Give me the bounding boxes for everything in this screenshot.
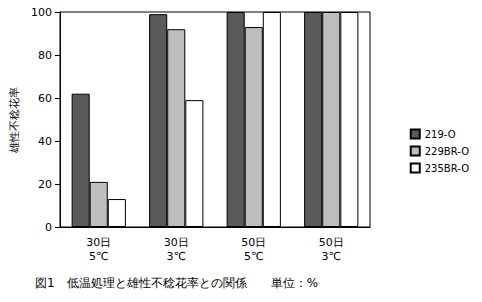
svg-text:5℃: 5℃ xyxy=(244,250,263,263)
svg-text:40: 40 xyxy=(38,135,52,148)
svg-text:3℃: 3℃ xyxy=(167,250,186,263)
svg-text:30日: 30日 xyxy=(164,236,189,249)
svg-text:80: 80 xyxy=(38,49,52,62)
svg-text:20: 20 xyxy=(38,178,52,191)
svg-text:219-O: 219-O xyxy=(425,129,456,140)
svg-text:235BR-O: 235BR-O xyxy=(425,163,469,174)
svg-text:30日: 30日 xyxy=(86,236,111,249)
svg-text:0: 0 xyxy=(45,221,52,234)
svg-text:50日: 50日 xyxy=(241,236,266,249)
svg-text:図1 低温処理と雄性不稔花率との関係 単位：%: 図1 低温処理と雄性不稔花率との関係 単位：% xyxy=(35,276,318,290)
svg-text:100: 100 xyxy=(31,6,52,19)
svg-text:3℃: 3℃ xyxy=(322,250,341,263)
svg-text:50日: 50日 xyxy=(319,236,344,249)
svg-text:雄性不稔花率: 雄性不稔花率 xyxy=(8,87,21,154)
svg-text:229BR-O: 229BR-O xyxy=(425,146,469,157)
svg-text:60: 60 xyxy=(38,92,52,105)
svg-text:5℃: 5℃ xyxy=(89,250,108,263)
